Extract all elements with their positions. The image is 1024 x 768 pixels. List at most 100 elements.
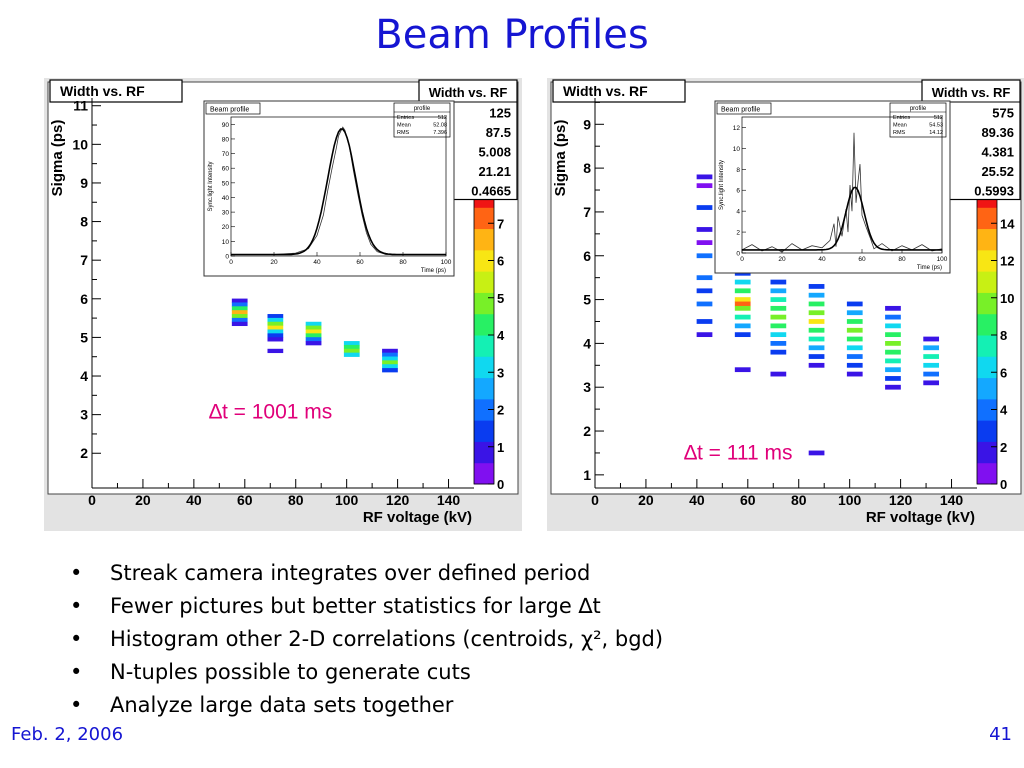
inset-y-tick-label: 60 [222,166,230,173]
color-scale-segment [977,462,997,485]
heatmap-cell [382,348,398,354]
y-tick-label: 4 [80,368,88,384]
inset-y-tick-label: 12 [733,125,741,132]
color-scale-segment [977,398,997,421]
y-tick-label: 2 [583,423,591,439]
heatmap-cell [808,354,825,359]
inset-y-tick-label: 0 [736,251,740,258]
stats-box-value: 4.381 [981,145,1014,160]
color-scale-label: 4 [497,328,505,343]
y-tick-label: 5 [583,292,591,308]
color-scale-label: 2 [497,403,504,418]
x-tick-label: 140 [437,492,461,508]
heatmap-cell [267,348,284,354]
y-axis-label: Sigma (ps) [49,120,66,197]
heatmap-cell [808,310,825,316]
x-tick-label: 60 [237,492,253,508]
heatmap-cell [808,292,825,298]
right-heatmap-chart: Width vs. RF0 20 40 60 80 100 120 140123456789R… [550,79,1022,526]
heatmap-cell [696,275,713,281]
inset-stats-value: 14.12 [929,130,943,136]
heatmap-cell [696,288,713,294]
inset-x-tick-label: 0 [229,259,233,266]
color-scale-label: 0 [497,477,504,492]
heatmap-cell [808,284,825,289]
y-tick-label: 8 [583,160,591,176]
slide-title: Beam Profiles [375,12,649,58]
heatmap-cell [770,288,787,294]
y-tick-label: 7 [80,252,88,268]
heatmap-cell [846,310,863,316]
heatmap-cell [923,345,940,351]
heatmap-cell [923,362,940,368]
heatmap-cell [808,319,825,324]
inset-y-tick-label: 2 [736,230,740,237]
x-axis-label: RF voltage (kV) [363,509,472,526]
stats-box-title: Width vs. RF [932,85,1011,100]
heatmap-cell [305,329,322,334]
stats-box-value: 87.5 [486,125,511,140]
heatmap-cell [734,279,751,285]
bullet-item: N-tuples possible to generate cuts [70,656,663,689]
inset-x-tick-label: 60 [356,259,364,266]
inset-y-tick-label: 10 [733,146,741,153]
color-scale-segment [977,420,997,442]
heatmap-cell [770,279,787,285]
heatmap-cell [734,367,751,373]
heatmap-cell [696,174,713,180]
stats-box-value: 125 [489,106,511,121]
color-scale-segment [977,271,997,293]
color-scale-segment [977,356,997,379]
heatmap-cell [885,323,901,329]
inset-x-tick-label: 100 [937,256,948,263]
left-heatmap-chart: Width vs. RF0 20 40 60 80 100 120 1402345678910… [47,79,519,526]
x-tick-label: 20 [135,492,151,508]
inset-gaussian-fit [742,186,942,251]
inset-x-tick-label: 80 [898,256,906,263]
x-tick-label: 120 [889,492,913,508]
heatmap-cell [770,332,787,338]
x-tick-label: 100 [335,492,359,508]
x-tick-label: 0 [591,492,599,508]
heatmap-cell [808,362,825,368]
heatmap-cell [343,344,360,350]
heatmap-cell [696,205,713,210]
inset-x-tick-label: 40 [818,256,826,263]
color-scale-segment [474,377,494,400]
heatmap-cell [846,371,863,377]
heatmap-cell [885,349,901,355]
delta-t-annotation: ∆t = 111 ms [684,442,792,465]
heatmap-cell [382,368,398,373]
heatmap-cell [231,317,248,323]
inset-x-tick-label: 20 [270,259,278,266]
stats-box-value: 5.008 [478,145,511,160]
heatmap-cell [770,297,787,302]
heatmap-cell [734,314,751,320]
inset-y-tick-label: 10 [222,239,230,246]
heatmap-cell [770,314,787,320]
heatmap-cell [885,376,901,381]
heatmap-cell [305,341,322,346]
inset-stats-value: 52.08 [433,123,447,129]
color-scale-segment [474,292,494,315]
y-axis-label: Sigma (ps) [552,120,569,197]
color-scale-segment [977,335,997,357]
stats-box-value: 575 [992,106,1014,121]
y-tick-label: 9 [583,116,591,132]
inset-x-tick-label: 100 [441,259,452,266]
color-scale-segment [474,356,494,379]
inset-gaussian-fit [231,128,446,256]
x-axis-label: RF voltage (kV) [866,509,975,526]
inset-y-tick-label: 40 [222,195,230,202]
x-tick-label: 80 [288,492,304,508]
heatmap-cell [885,332,901,338]
inset-stats-title: profile [414,106,431,112]
color-scale-label: 10 [1000,291,1014,306]
heatmap-cell [696,240,713,245]
x-tick-label: 40 [689,492,705,508]
y-tick-label: 9 [80,175,88,191]
x-tick-label: 0 [88,492,96,508]
y-tick-label: 10 [72,136,88,152]
color-scale-segment [977,207,997,230]
y-tick-label: 2 [80,445,88,461]
